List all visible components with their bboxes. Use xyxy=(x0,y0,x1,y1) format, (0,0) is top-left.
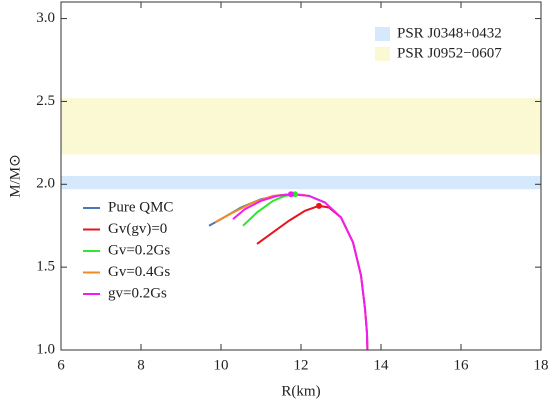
legend-label: Gv=0.4Gs xyxy=(108,264,170,280)
curve xyxy=(232,193,369,351)
legend-label: PSR J0952−0607 xyxy=(397,45,502,61)
legend-label: PSR J0348+0432 xyxy=(397,25,502,41)
curve xyxy=(242,193,326,227)
x-tick-label: 8 xyxy=(137,357,145,373)
max-mass-point xyxy=(316,202,322,209)
legend-swatch xyxy=(375,47,390,61)
y-tick-label: 1.0 xyxy=(36,341,55,357)
legend-swatch xyxy=(375,27,390,41)
x-tick-label: 16 xyxy=(454,357,470,373)
x-tick-label: 18 xyxy=(534,357,548,373)
x-tick-label: 10 xyxy=(214,357,229,373)
legend-label: Gv=0.2Gs xyxy=(108,242,170,258)
y-tick-label: 2.0 xyxy=(36,176,55,192)
y-tick-label: 3.0 xyxy=(36,10,55,26)
y-axis-label: M/M⊙ xyxy=(7,154,23,197)
x-tick-label: 12 xyxy=(294,357,309,373)
x-axis-label: R(km) xyxy=(281,383,320,399)
x-tick-label: 14 xyxy=(374,357,390,373)
x-tick-label: 6 xyxy=(57,357,65,373)
band xyxy=(61,98,541,155)
legend-label: Pure QMC xyxy=(108,199,173,215)
legend-label: Gv(gv)=0 xyxy=(108,221,167,237)
y-tick-label: 1.5 xyxy=(36,259,55,275)
legend-label: gv=0.2Gs xyxy=(108,285,167,301)
max-mass-point xyxy=(288,191,294,198)
curve xyxy=(256,204,369,351)
band xyxy=(61,176,541,190)
y-tick-label: 2.5 xyxy=(36,93,55,109)
